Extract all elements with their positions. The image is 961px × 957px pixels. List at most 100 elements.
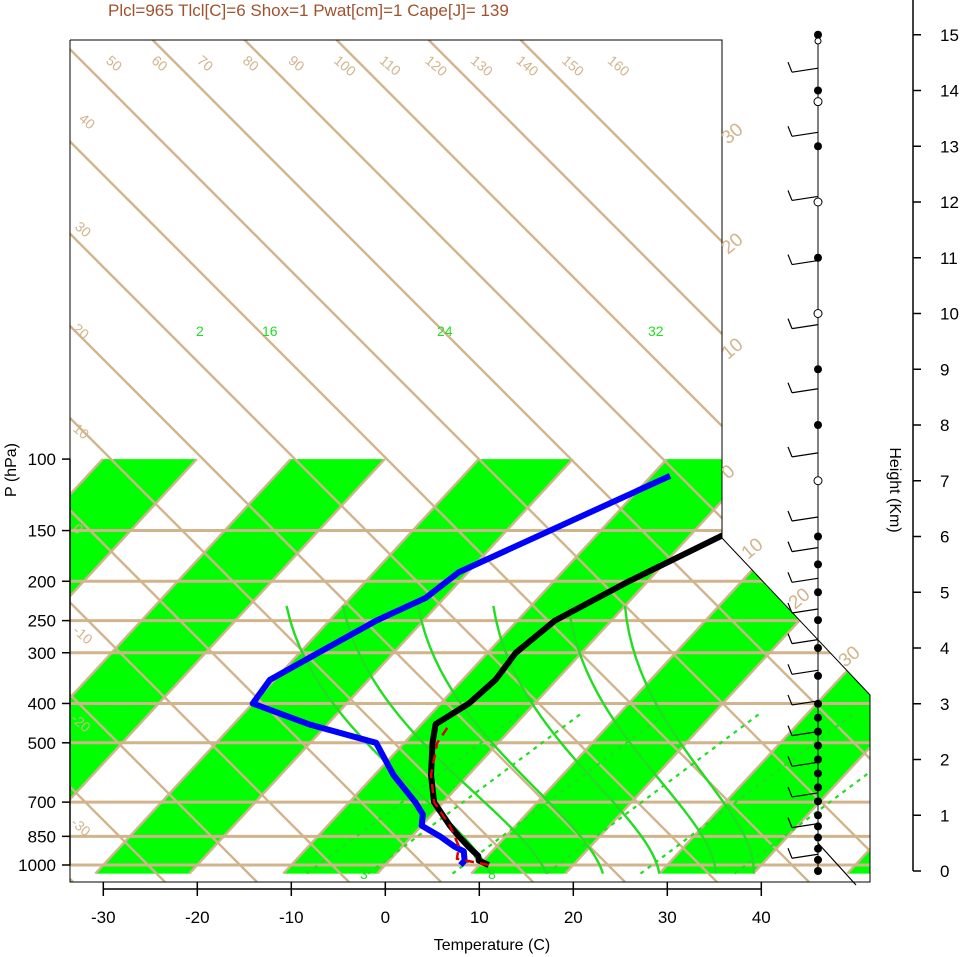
isotherm (376, 458, 762, 875)
wind-profile (787, 30, 857, 886)
wind-barb (791, 731, 819, 737)
wind-dot-open (813, 309, 823, 318)
wind-barb (791, 547, 819, 553)
height-tick-label: 8 (940, 416, 949, 435)
dry-adiabat (70, 40, 258, 882)
wind-barb (791, 700, 819, 706)
wind-barb (791, 669, 819, 675)
moist-adiabat (623, 605, 755, 874)
wind-barb (791, 388, 819, 394)
wind-barb-flag (787, 254, 793, 265)
wind-barb-flag (787, 694, 793, 706)
wind-dot (814, 713, 822, 722)
moist-adiabat (492, 605, 661, 874)
x-tick-label: -20 (185, 908, 210, 927)
wind-barb (791, 639, 819, 645)
wind-barb-flag (787, 126, 793, 137)
series-dewpoint (249, 473, 672, 868)
height-tick-label: 10 (940, 305, 959, 324)
wind-dot (814, 421, 822, 429)
isotherm (188, 458, 574, 875)
wind-dot-open (814, 37, 822, 45)
wind-barb-flag (787, 510, 793, 522)
wind-dot (814, 30, 822, 39)
temp-band (70, 459, 385, 874)
pressure-axis: 100 150 200 250 300 400 500 700 850 1000 (18, 450, 71, 875)
y-tick-label: 150 (28, 522, 56, 541)
wind-barb (791, 823, 819, 829)
temperature-axis: -30 -20 -10 0 10 20 30 40 (91, 882, 771, 927)
dry-adiabat (70, 40, 442, 882)
wind-barb-flag (787, 382, 793, 393)
wind-dot (814, 588, 822, 597)
wind-dot (814, 855, 822, 864)
dry-adiabat (70, 40, 350, 882)
y-axis-label: P (hPa) (3, 443, 20, 497)
wind-barb (791, 761, 819, 767)
wind-barb-flag (787, 756, 793, 767)
wind-dot (814, 769, 822, 778)
dry-adiabat (70, 40, 810, 882)
mixing-ratio-label: 32 (648, 323, 664, 339)
wind-barb-flag (787, 633, 793, 644)
x-tick-label: 0 (381, 908, 390, 927)
wind-dot (814, 797, 822, 806)
moist-adiabat (567, 605, 717, 874)
y-tick-label: 700 (28, 793, 56, 812)
x-tick-label: -30 (91, 908, 116, 927)
sounding-series (249, 472, 870, 868)
isotherm (564, 458, 870, 875)
dry-adiabat (70, 40, 870, 882)
mixing-ratio-label: 2 (196, 323, 204, 339)
height-tick-label: 4 (940, 639, 949, 658)
y-tick-label: 850 (28, 827, 56, 846)
wind-barb (791, 324, 819, 330)
dry-adiabat (84, 40, 870, 882)
x-tick-label: 30 (658, 908, 677, 927)
isotherm (0, 459, 9, 874)
plot-frame (69, 39, 871, 883)
wind-barb (791, 577, 819, 583)
wind-dot (814, 86, 822, 95)
height-tick-label: 5 (940, 583, 949, 602)
wind-barb-flag (787, 725, 793, 736)
height-tick-label: 12 (940, 193, 959, 212)
moist-adiabat (416, 605, 605, 874)
wind-barb-flag (787, 572, 793, 583)
wind-barb-flag (787, 848, 793, 859)
wind-dot-open (813, 97, 823, 107)
wind-dot (814, 844, 822, 853)
y-tick-label: 250 (28, 612, 56, 631)
wind-barb-flag (787, 446, 793, 458)
isotherm (70, 458, 198, 875)
wind-barb (791, 608, 819, 614)
series-parcel (429, 723, 489, 867)
height-tick-label: 6 (940, 528, 949, 547)
height-axis: 012345678910111213141516 (912, 0, 959, 881)
wind-barb-flag (787, 786, 793, 798)
height-tick-label: 15 (940, 26, 959, 45)
mixing-ratio-label: 3 (360, 866, 368, 882)
mixing-ratio-label: 8 (488, 866, 496, 882)
height-tick-label: 0 (940, 862, 949, 881)
dry-adiabat (176, 40, 870, 882)
wind-dot (814, 365, 822, 374)
height-tick-label: 11 (940, 249, 958, 268)
moist-adiabat (341, 605, 548, 875)
isotherm (70, 458, 292, 875)
wind-dot-open (813, 197, 823, 207)
y-tick-label: 200 (28, 572, 56, 591)
series-temperature (427, 472, 870, 868)
y-tick-label: 500 (28, 734, 56, 753)
y-tick-label: 1000 (18, 856, 56, 875)
isotherm (70, 458, 386, 875)
wind-dot (814, 532, 822, 541)
wind-dot (814, 142, 822, 151)
mixing-ratio-label: 16 (262, 323, 278, 339)
wind-dot (814, 741, 822, 750)
mixing-ratio-labels: 2 3 8 16 24 32 (196, 323, 664, 882)
dry-adiabat (70, 40, 626, 882)
x-tick-label: 20 (564, 908, 583, 927)
wind-barb-flag (787, 602, 793, 614)
